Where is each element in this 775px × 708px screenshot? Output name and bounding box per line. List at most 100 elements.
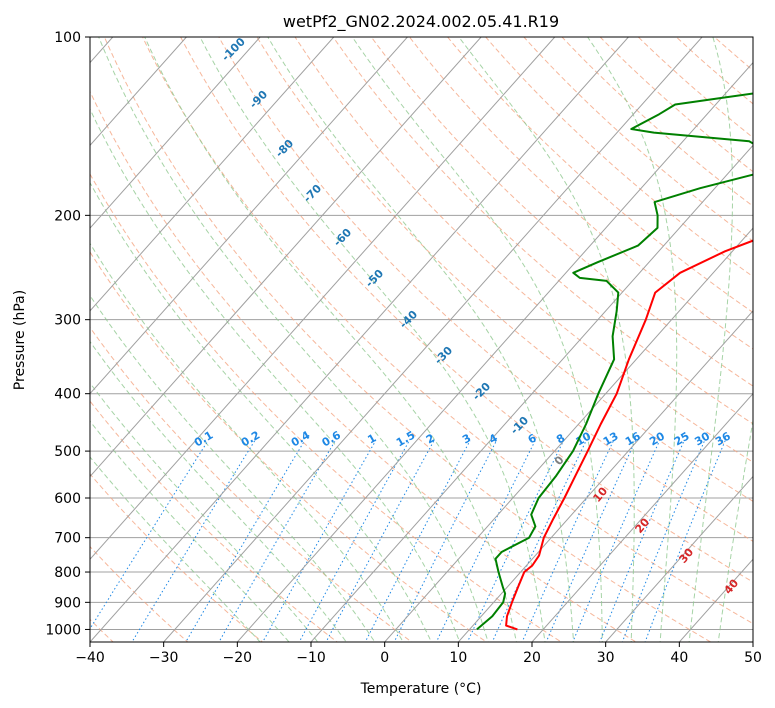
dry-adiabat-line <box>90 400 338 642</box>
moist-adiabat-line <box>90 107 461 642</box>
isotherm-line <box>90 37 261 229</box>
moist-adiabat-line <box>717 417 753 642</box>
moist-adiabat-line <box>267 37 575 642</box>
mixing-ratio-line <box>185 440 306 642</box>
moist-adiabat-line <box>351 37 603 642</box>
y-tick-label: 300 <box>54 313 81 329</box>
isotherm-line <box>236 61 753 642</box>
y-tick-label: 900 <box>54 595 81 611</box>
y-axis-label: Pressure (hPa) <box>12 290 28 390</box>
dry-adiabat-line <box>637 37 753 139</box>
dry-adiabat-line <box>90 545 189 642</box>
y-tick-label: 400 <box>54 387 81 403</box>
isotherm-line <box>752 641 753 642</box>
dry-adiabat-label: -90 <box>247 88 270 111</box>
y-tick-label: 700 <box>54 531 81 547</box>
mixing-ratio-line <box>364 440 471 642</box>
isotherm-line <box>90 37 482 478</box>
moist-adiabat-label: 0 <box>552 453 567 467</box>
isotherm-line <box>90 37 335 312</box>
y-tick-label: 1000 <box>45 622 81 638</box>
isotherm-line <box>605 475 753 642</box>
mixing-ratio-label: 13 <box>601 430 621 449</box>
moist-adiabat-line <box>90 294 376 642</box>
mixing-ratio-label: 30 <box>692 429 712 448</box>
x-tick-label: −20 <box>223 650 253 666</box>
mixing-ratio-line <box>325 440 435 642</box>
dry-adiabat-line <box>294 37 753 463</box>
dry-adiabat-label: -60 <box>331 226 354 249</box>
mixing-ratio-line <box>545 440 636 642</box>
x-tick-label: 10 <box>449 650 467 666</box>
mixing-ratio-line <box>131 440 256 642</box>
chart-title: wetPf2_GN02.2024.002.05.41.R19 <box>283 12 559 32</box>
dry-adiabat-label: -100 <box>219 35 248 64</box>
isotherm-line <box>90 37 408 395</box>
grid-layer: -100-90-80-70-60-50-40-30-20-100.1 0.2 0.4… <box>90 35 753 642</box>
dry-adiabat-line <box>332 37 753 425</box>
dry-adiabat-line <box>408 37 753 350</box>
isotherm-line <box>90 37 187 147</box>
dry-adiabat-label: -20 <box>470 380 493 403</box>
x-axis-label: Temperature (°C) <box>360 681 482 697</box>
y-tick-label: 500 <box>54 444 81 460</box>
x-tick-label: 30 <box>597 650 615 666</box>
moist-adiabat-line <box>199 37 546 642</box>
moist-adiabat-line <box>98 37 489 642</box>
dry-adiabat-line <box>523 37 753 242</box>
dry-adiabat-line <box>103 37 712 642</box>
dry-adiabat-line <box>90 326 413 642</box>
mixing-ratio-label: 1.5 <box>394 428 417 449</box>
dry-adiabat-line <box>142 37 753 625</box>
moist-adiabat-label: 30 <box>676 545 696 565</box>
mixing-ratio-line <box>218 440 336 642</box>
mixing-ratio-line <box>491 440 587 642</box>
moist-adiabat-line <box>688 37 733 642</box>
mixing-ratio-label: 36 <box>713 429 733 448</box>
y-tick-label: 600 <box>54 491 81 507</box>
dry-adiabat-label: -30 <box>432 344 455 367</box>
moist-adiabat-line <box>587 37 678 642</box>
x-tick-label: 40 <box>670 650 688 666</box>
x-tick-label: 50 <box>744 650 762 666</box>
x-tick-label: −10 <box>296 650 326 666</box>
mixing-ratio-line <box>572 440 661 642</box>
mixing-ratio-label: 4 <box>487 431 500 446</box>
dry-adiabat-label: -40 <box>397 308 420 331</box>
mixing-ratio-line <box>599 440 685 642</box>
dry-adiabat-line <box>90 251 488 642</box>
isotherm-line <box>310 144 753 642</box>
plot-frame <box>89 36 754 643</box>
moist-adiabat-line <box>90 382 319 642</box>
mixing-ratio-line <box>435 440 536 642</box>
dry-adiabat-line <box>180 37 753 583</box>
x-tick-label: 20 <box>523 650 541 666</box>
mixing-ratio-label: 16 <box>623 429 643 448</box>
mixing-ratio-label: 20 <box>647 429 667 448</box>
mixing-ratio-line <box>90 440 209 630</box>
dry-adiabat-line <box>256 37 753 502</box>
isotherm-line <box>457 310 753 642</box>
isotherm-line <box>163 37 703 642</box>
moist-adiabat-line <box>144 37 518 642</box>
dry-adiabat-label: -80 <box>273 137 296 160</box>
moist-adiabat-line <box>90 242 404 642</box>
dry-adiabat-line <box>561 37 753 207</box>
dry-adiabat-line <box>446 37 753 314</box>
isotherm-line <box>384 227 753 642</box>
x-tick-label: −30 <box>149 650 179 666</box>
y-tick-label: 100 <box>54 30 81 46</box>
moist-adiabat-label: 40 <box>721 576 741 596</box>
moist-adiabat-label: 20 <box>632 515 652 535</box>
moist-adiabat-label: 10 <box>590 484 610 504</box>
dry-adiabat-label: -50 <box>363 267 386 290</box>
y-tick-label: 200 <box>54 208 81 224</box>
dry-adiabat-line <box>218 37 753 542</box>
mixing-ratio-line <box>466 440 565 642</box>
x-tick-label: −40 <box>75 650 105 666</box>
mixing-ratio-label: 0.2 <box>239 428 262 449</box>
mixing-ratio-line <box>298 440 410 642</box>
x-tick-label: 0 <box>380 650 389 666</box>
y-tick-label: 800 <box>54 565 81 581</box>
